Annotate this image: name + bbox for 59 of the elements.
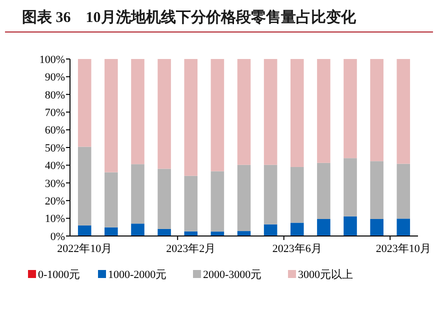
bar [264,59,278,165]
y-tick-label: 80% [44,89,65,102]
chart-title: 图表 36 10月洗地机线下分价格段零售量占比变化 [22,8,357,26]
bar [290,222,304,236]
bar [396,59,410,164]
bar [184,231,198,236]
y-tick-label: 100% [39,54,65,66]
bar [344,216,357,236]
bar [104,227,118,236]
y-tick-label: 30% [44,178,65,190]
x-tick-label: 2023年6月 [272,243,322,255]
y-tick-label: 90% [44,72,65,84]
bar [237,164,251,232]
bar [290,166,304,223]
bar [344,59,357,158]
bar [264,224,278,236]
bar [264,164,278,224]
bar [317,219,330,236]
legend-label: 3000元以上 [298,268,353,281]
bar [396,164,410,219]
y-tick-label: 70% [44,106,65,119]
y-tick-label: 0% [50,230,65,243]
bar [78,146,92,226]
bar [370,59,384,162]
bar [131,59,144,164]
bar [237,231,251,236]
bar [158,228,171,236]
bar [158,168,171,229]
y-tick-label: 50% [44,142,65,154]
y-tick-label: 40% [44,160,65,172]
legend-label: 2000-3000元 [203,269,262,281]
bar [184,59,198,176]
x-tick-label: 2023年10月 [376,243,431,255]
bar [210,232,224,236]
bar [131,164,144,224]
bar [317,59,330,163]
bar [210,171,224,232]
bar [396,218,410,236]
bar [104,172,118,228]
legend-label: 1000-2000元 [108,269,167,281]
bar [290,59,304,167]
bar [158,59,171,169]
x-tick-label: 2022年10月 [57,243,112,255]
legend-label: 0-1000元 [38,269,80,281]
bar [184,176,198,232]
bar [237,59,251,165]
bar [344,158,357,216]
bar [370,161,384,220]
bar [78,59,92,147]
y-tick-label: 20% [44,195,65,208]
bar [104,59,118,172]
bar [131,224,144,236]
x-tick-label: 2023年2月 [166,243,216,255]
bar [210,59,224,172]
bar [370,219,384,236]
y-tick-label: 60% [44,124,65,137]
bar [317,162,330,220]
bar [78,225,92,236]
y-tick-label: 10% [44,213,65,226]
